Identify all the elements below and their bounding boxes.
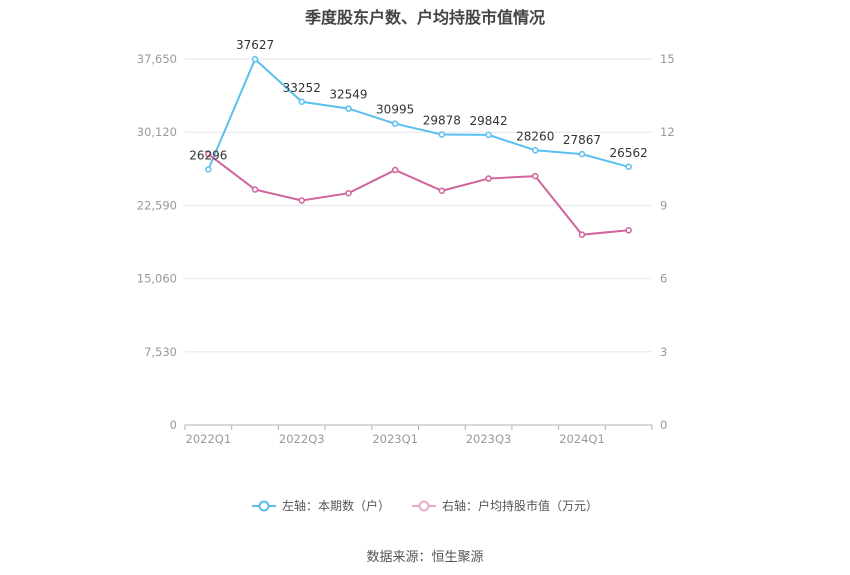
data-label: 32549 xyxy=(329,88,367,102)
value-data-point xyxy=(205,150,212,158)
holders-data-point xyxy=(438,131,446,138)
holders-data-point xyxy=(298,98,305,106)
legend-item-holders[interactable]: 左轴：本期数（户） xyxy=(251,497,390,514)
series-lines xyxy=(205,55,632,238)
x-axis-tick-label: 2022Q1 xyxy=(186,432,232,446)
value-data-point xyxy=(578,231,586,238)
data-labels: 26296 37627 33252 32549 30995 29878 29842 28260… xyxy=(189,38,647,162)
legend-line-icon xyxy=(412,500,436,511)
holders-data-point xyxy=(205,166,212,173)
axes: 0 0 7,530 3 15,060 6 22,590 9 30,120 12 37,650 15 20… xyxy=(137,52,675,446)
value-data-point xyxy=(532,172,539,180)
x-axis-tick-label: 2023Q3 xyxy=(466,432,512,446)
value-data-point xyxy=(438,187,446,195)
holders-data-point xyxy=(391,120,399,127)
holders-data-point xyxy=(251,55,259,63)
right-axis-tick-label: 9 xyxy=(660,198,667,212)
legend-item-value[interactable]: 右轴：户均持股市值（万元） xyxy=(412,497,598,514)
data-label: 30995 xyxy=(376,103,414,117)
left-axis-tick-label: 22,590 xyxy=(137,198,177,212)
holders-data-point xyxy=(532,147,539,154)
legend: 左轴：本期数（户） 右轴：户均持股市值（万元） xyxy=(0,497,850,514)
grid-lines xyxy=(185,58,652,353)
value-data-point xyxy=(625,227,632,234)
data-source: 数据来源：恒生聚源 xyxy=(366,550,484,565)
holders-data-point xyxy=(485,131,492,139)
value-data-point xyxy=(298,197,305,204)
data-label: 28260 xyxy=(516,129,554,143)
data-label: 29878 xyxy=(423,114,461,128)
legend-label-holders: 左轴：本期数（户） xyxy=(281,499,390,513)
data-label: 29842 xyxy=(469,114,507,128)
right-axis-tick-label: 3 xyxy=(660,345,667,359)
legend-line-icon xyxy=(251,500,276,511)
value-data-point xyxy=(391,166,399,174)
left-axis-tick-label: 0 xyxy=(170,418,177,432)
holders-data-point xyxy=(345,105,352,112)
data-label: 26562 xyxy=(610,146,648,160)
right-axis-tick-label: 6 xyxy=(660,272,667,286)
right-axis-tick-label: 0 xyxy=(660,418,667,432)
holders-data-point xyxy=(578,150,586,158)
x-axis-tick-label: 2022Q3 xyxy=(279,432,325,446)
data-label: 33252 xyxy=(283,81,321,95)
left-axis-tick-label: 37,650 xyxy=(137,52,177,66)
holders-series-line xyxy=(207,57,629,170)
left-axis-tick-label: 7,530 xyxy=(144,345,177,359)
left-axis-tick-label: 15,060 xyxy=(137,272,177,286)
value-data-point xyxy=(251,186,259,193)
value-data-point xyxy=(485,175,492,182)
x-axis-tick-label: 2023Q1 xyxy=(372,432,418,446)
holders-data-point xyxy=(625,163,632,171)
chart-title: 季度股东户数、户均持股市值情况 xyxy=(304,8,545,27)
data-label: 37627 xyxy=(236,38,274,52)
x-axis-tick-label: 2024Q1 xyxy=(559,432,605,446)
value-series-line xyxy=(207,153,629,236)
right-axis-tick-label: 15 xyxy=(660,52,675,66)
data-label: 26296 xyxy=(189,148,227,162)
right-axis-tick-label: 12 xyxy=(660,125,675,139)
left-axis-tick-label: 30,120 xyxy=(137,125,177,139)
data-label: 27867 xyxy=(563,133,601,147)
value-data-point xyxy=(345,189,352,197)
legend-label-value: 右轴：户均持股市值（万元） xyxy=(442,499,599,513)
